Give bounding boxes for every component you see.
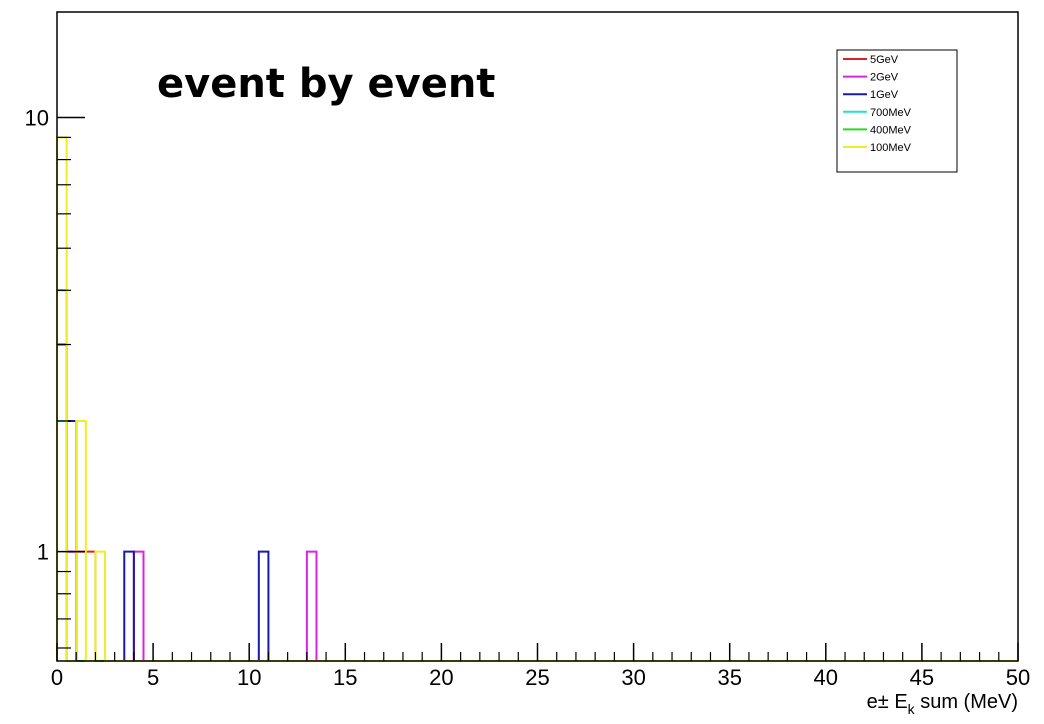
legend-label-2gev: 2GeV [870, 72, 899, 84]
legend: 5GeV 2GeV 1GeV 700MeV 400MeV 100MeV [836, 49, 958, 173]
series-400mev-histogram [56, 289, 1018, 662]
x-tick-label: 5 [147, 665, 159, 690]
x-tick-label: 15 [333, 665, 357, 690]
x-tick-label: 20 [429, 665, 453, 690]
x-tick-label: 0 [51, 665, 63, 690]
x-axis-title-prefix: e± E [867, 691, 908, 713]
x-tick-label: 35 [717, 665, 741, 690]
series-700mev-histogram [56, 419, 1018, 662]
histogram-series-layer [56, 136, 1018, 662]
series-1gev-histogram [56, 343, 1018, 662]
x-tick-label: 10 [237, 665, 261, 690]
y-tick-label: 10 [25, 106, 49, 131]
series-5gev-histogram [56, 419, 1018, 662]
chart-title: event by event [157, 61, 495, 107]
x-tick-label: 40 [814, 665, 838, 690]
x-axis-title: e± Ek sum (MeV) [867, 691, 1018, 717]
plot-frame [56, 11, 1019, 662]
x-axis-title-subscript: k [908, 701, 916, 717]
x-tick-label: 50 [1006, 665, 1030, 690]
x-tick-label: 30 [621, 665, 645, 690]
x-axis-title-suffix: sum (MeV) [915, 691, 1018, 713]
legend-label-5gev: 5GeV [870, 54, 899, 66]
legend-label-100mev: 100MeV [870, 142, 912, 154]
x-tick-label: 25 [525, 665, 549, 690]
x-tick-label: 45 [910, 665, 934, 690]
legend-label-400mev: 400MeV [870, 124, 912, 136]
legend-label-700mev: 700MeV [870, 107, 912, 119]
series-2gev-histogram [56, 419, 1018, 662]
axis-layer: 0 5 10 15 20 25 30 35 40 45 50 1 10 [25, 106, 1031, 690]
y-tick-label: 1 [37, 540, 49, 565]
series-100mev-histogram [56, 136, 1018, 662]
legend-label-1gev: 1GeV [870, 89, 899, 101]
